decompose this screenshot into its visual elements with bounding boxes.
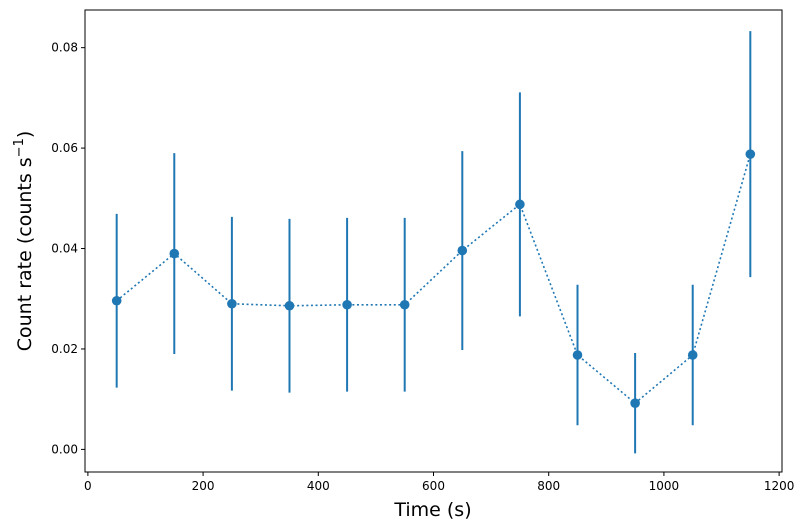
data-point [572, 350, 583, 360]
data-point [169, 248, 180, 259]
data-point [457, 245, 468, 256]
x-tick-label: 1000 [649, 479, 680, 493]
y-tick-label: 0.00 [51, 442, 78, 456]
data-point [342, 299, 352, 310]
x-tick-label: 400 [307, 479, 330, 493]
data-point [515, 199, 525, 210]
x-axis-label: Time (s) [393, 499, 471, 521]
x-tick-label: 800 [537, 479, 560, 493]
x-tick-label: 0 [84, 479, 92, 493]
x-axis-ticks: 0 200 400 600 800 1000 1200 [84, 472, 794, 493]
data-point [111, 295, 122, 306]
data-point [630, 398, 640, 409]
y-tick-label: 0.08 [51, 41, 78, 55]
y-axis-ticks: 0.00 0.02 0.04 0.06 0.08 [51, 41, 85, 456]
axes-frame [84, 9, 783, 473]
y-tick-label: 0.02 [51, 342, 78, 356]
x-tick-label: 600 [422, 479, 445, 493]
y-tick-label: 0.04 [51, 242, 78, 256]
series-line [116, 153, 752, 405]
y-tick-label: 0.06 [51, 141, 78, 155]
data-point [399, 299, 410, 310]
data-point [745, 149, 756, 159]
x-tick-label: 200 [192, 479, 215, 493]
plot-area [111, 31, 756, 454]
data-point [687, 350, 698, 360]
data-point [284, 300, 295, 311]
x-tick-label: 1200 [764, 479, 795, 493]
data-point [227, 298, 237, 309]
y-axis-label: Count rate (counts s−1) [12, 131, 36, 352]
